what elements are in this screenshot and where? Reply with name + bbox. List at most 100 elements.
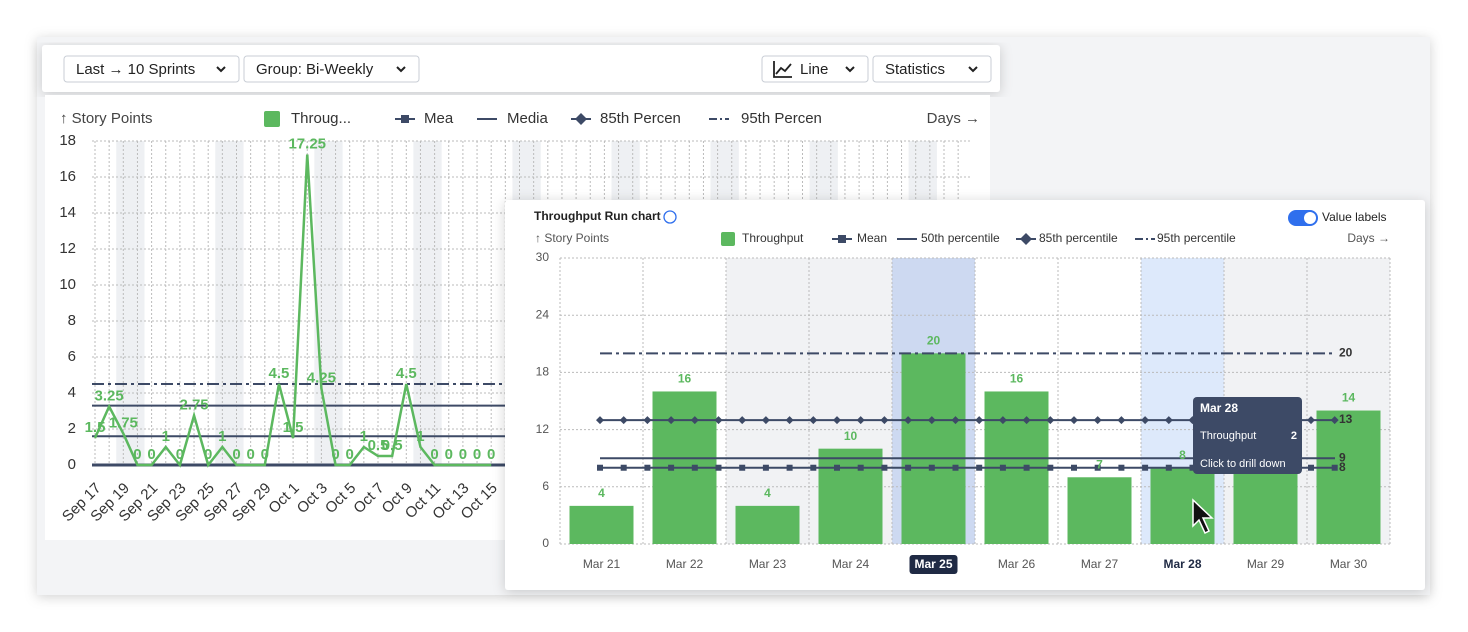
line-marker <box>1023 464 1030 471</box>
cursor <box>1192 498 1214 535</box>
chevron[interactable] <box>216 66 226 73</box>
data-label: 1.5 <box>283 419 304 436</box>
x-tick-label[interactable]: Mar 22 <box>666 557 704 571</box>
y-axis-label: ↑ Story Points <box>535 231 609 245</box>
line-marker <box>809 416 818 425</box>
data-label: 0 <box>246 446 254 463</box>
chevron[interactable] <box>968 66 978 73</box>
data-label: 2.75 <box>179 396 208 413</box>
toggle-label[interactable]: Value labels <box>1322 210 1387 224</box>
dropdown-button[interactable]: Last → 10 Sprints <box>63 55 240 83</box>
toggle-knob[interactable] <box>1304 212 1316 224</box>
legend-label: Throug... <box>291 110 351 127</box>
dropdown-button[interactable]: Line <box>761 55 869 83</box>
data-label: 14 <box>1342 391 1356 405</box>
line-marker <box>834 464 840 471</box>
data-label: 1 <box>360 428 368 445</box>
button-label[interactable]: Last → 10 Sprints <box>76 61 195 78</box>
line-marker <box>856 416 865 425</box>
info-icon[interactable] <box>663 210 677 224</box>
line-marker <box>880 416 889 425</box>
line-marker <box>596 416 604 425</box>
x-tick-label[interactable]: Mar 23 <box>749 557 787 571</box>
button-frame[interactable] <box>63 55 240 83</box>
bar <box>1067 477 1132 544</box>
data-label: 1 <box>162 428 170 445</box>
legend-swatch <box>264 111 280 127</box>
chevron[interactable] <box>396 66 406 73</box>
y-tick-label: 6 <box>68 348 76 365</box>
button-frame[interactable] <box>243 55 420 83</box>
x-tick-label[interactable]: Mar 27 <box>1081 557 1119 571</box>
bar <box>569 505 634 544</box>
line-marker <box>998 416 1007 425</box>
data-label: 0 <box>430 446 438 463</box>
toolbar-buttons: Last → 10 Sprints Group: Bi-Weekly Line Sta… <box>63 55 992 83</box>
line-marker <box>690 416 699 425</box>
data-label: 10 <box>844 429 858 443</box>
button-frame[interactable] <box>761 55 869 83</box>
data-label: 1 <box>416 428 424 445</box>
button-label[interactable]: Statistics <box>885 61 945 78</box>
line-marker <box>667 416 676 425</box>
line-marker <box>927 416 936 425</box>
line-marker <box>1165 464 1172 471</box>
bar <box>735 505 800 544</box>
tooltip-box[interactable] <box>1193 397 1302 474</box>
data-label: 4 <box>598 486 605 500</box>
line-marker <box>810 464 817 471</box>
y-tick-label: 2 <box>68 420 76 437</box>
x-tick-label[interactable]: Mar 29 <box>1247 557 1285 571</box>
line-marker <box>1141 416 1150 425</box>
line-marker <box>1070 416 1078 425</box>
chart-title: Throughput Run chart <box>534 209 661 223</box>
reference-value: 9 <box>1339 450 1346 464</box>
button-label[interactable]: Line <box>800 61 828 78</box>
line-marker <box>1142 464 1149 471</box>
bar <box>901 353 966 544</box>
button-frame[interactable] <box>872 55 992 83</box>
x-tick-label[interactable]: Mar 21 <box>583 557 621 571</box>
y-tick-label: 16 <box>59 168 76 185</box>
data-label: 1.75 <box>109 414 138 431</box>
data-label: 0 <box>176 446 184 463</box>
line-marker <box>1189 464 1196 471</box>
y-tick-label: 12 <box>536 422 550 436</box>
line-marker <box>668 464 675 471</box>
weekend-band <box>215 141 244 465</box>
data-label: 4 <box>764 486 771 500</box>
x-tick-label[interactable]: Mar 24 <box>832 557 870 571</box>
reference-value: 8 <box>1339 460 1346 474</box>
dropdown-button[interactable]: Group: Bi-Weekly <box>243 55 420 83</box>
line-marker <box>739 464 746 471</box>
line-icon[interactable] <box>773 61 792 78</box>
tooltip-title[interactable]: Mar 28 <box>1200 401 1238 415</box>
y-tick-label: 0 <box>68 456 76 473</box>
reference-value: 13 <box>1339 412 1353 426</box>
line-marker <box>785 416 794 425</box>
tooltip[interactable]: Mar 28 Throughput 2 Click to drill down <box>1193 397 1302 474</box>
data-label: 8 <box>1179 448 1186 462</box>
x-tick-label[interactable]: Mar 30 <box>1330 557 1368 571</box>
line-marker <box>597 464 603 471</box>
y-tick-label: 8 <box>68 312 76 329</box>
line-marker <box>762 464 769 471</box>
line-marker <box>1022 416 1031 425</box>
dropdown-button[interactable]: Statistics <box>872 55 992 83</box>
tooltip-label[interactable]: Throughput <box>1200 430 1256 442</box>
line-marker <box>1118 464 1125 471</box>
line-marker <box>951 416 960 425</box>
y-tick-label: 24 <box>536 307 550 321</box>
bar <box>1316 410 1381 544</box>
button-label[interactable]: Group: Bi-Weekly <box>256 61 374 78</box>
x-tick-label[interactable]: Mar 26 <box>998 557 1036 571</box>
line-marker <box>1308 464 1314 471</box>
data-label: 4.5 <box>396 365 417 382</box>
x-tick-label[interactable]: Mar 25 <box>914 557 952 571</box>
tooltip-value[interactable]: 2 <box>1291 430 1297 442</box>
chevron[interactable] <box>845 66 855 73</box>
x-tick-label[interactable]: Mar 28 <box>1163 557 1201 571</box>
tooltip-action[interactable]: Click to drill down <box>1200 458 1286 470</box>
data-label: 16 <box>678 372 692 386</box>
